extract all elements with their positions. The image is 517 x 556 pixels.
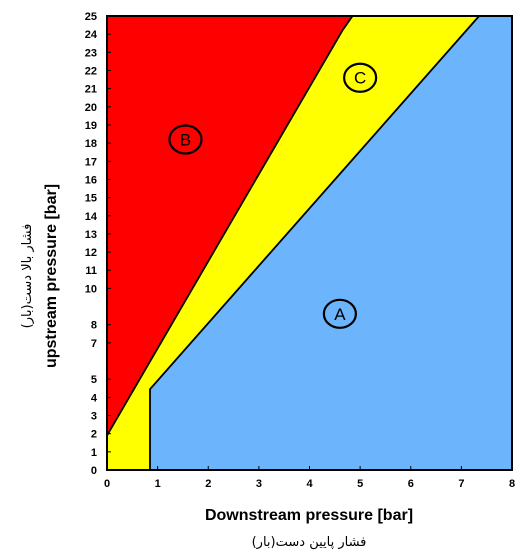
y-tick-label: 3: [91, 411, 97, 423]
y-tick-label: 22: [85, 65, 97, 77]
y-tick-label: 10: [85, 283, 97, 295]
y-axis-subtitle: فشار بالا دست(بار): [20, 224, 35, 329]
x-tick-label: 3: [256, 478, 262, 490]
y-tick-label: 21: [85, 84, 97, 96]
y-tick-label: 19: [85, 120, 97, 132]
x-axis-ticks: 0 1 2 3 4 5 6 7 8: [104, 466, 515, 490]
y-tick-label: 17: [85, 156, 97, 168]
region-a: [150, 16, 512, 470]
y-tick-label: 24: [85, 29, 98, 41]
x-tick-label: 4: [306, 478, 313, 490]
y-tick-label: 11: [85, 265, 97, 277]
x-tick-label: 2: [205, 478, 211, 490]
region-label-a: A: [334, 305, 346, 324]
boundary-lines-layer: [106, 15, 480, 470]
y-tick-label: 25: [85, 11, 97, 23]
y-tick-label: 15: [85, 193, 97, 205]
y-tick-label: 4: [91, 392, 98, 404]
boundary-line-1: [149, 15, 480, 470]
x-tick-label: 7: [458, 478, 464, 490]
x-tick-label: 6: [408, 478, 414, 490]
y-tick-label: 23: [85, 47, 97, 59]
y-tick-label: 5: [91, 374, 97, 386]
y-tick-label: 13: [85, 229, 97, 241]
y-axis-title: upstream pressure [bar]: [43, 184, 60, 368]
y-tick-label: 0: [91, 465, 97, 477]
y-tick-label: 20: [85, 102, 97, 114]
x-tick-label: 0: [104, 478, 110, 490]
region-label-circle-b: [168, 124, 203, 155]
x-tick-label: 8: [509, 478, 515, 490]
y-tick-label: 2: [91, 429, 97, 441]
x-axis-title: Downstream pressure [bar]: [205, 507, 413, 524]
y-tick-label: 16: [85, 174, 97, 186]
region-label-c: C: [354, 69, 366, 88]
regions-layer: [107, 16, 512, 470]
x-tick-label: 1: [155, 478, 161, 490]
region-label-circle-c: [343, 62, 378, 93]
region-label-circle-a: [322, 298, 357, 329]
region-c: [107, 16, 480, 470]
region-labels: A B C: [168, 62, 378, 329]
y-tick-label: 18: [85, 138, 97, 150]
y-tick-label: 14: [85, 211, 98, 223]
y-tick-label: 7: [91, 338, 97, 350]
y-tick-label: 1: [91, 447, 97, 459]
x-axis-subtitle: فشار پایین دست(بار): [252, 535, 367, 550]
region-b: [107, 16, 353, 436]
boundary-line-2: [106, 15, 354, 436]
region-label-b: B: [180, 130, 191, 149]
x-tick-label: 5: [357, 478, 363, 490]
y-tick-label: 12: [85, 247, 97, 259]
y-tick-label: 8: [91, 320, 97, 332]
